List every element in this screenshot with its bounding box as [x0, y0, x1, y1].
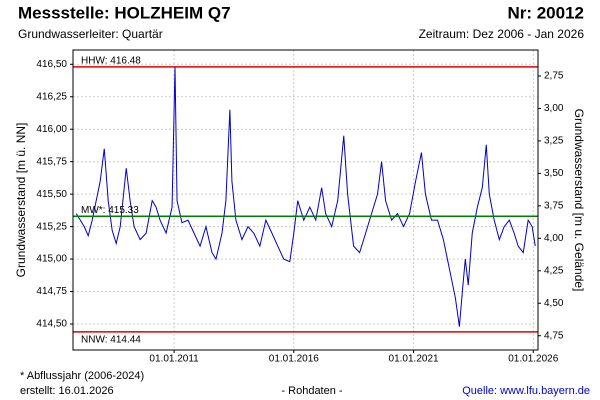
period: Zeitraum: Dez 2006 - Jan 2026: [419, 27, 585, 41]
y2-tick-label: 4,50: [544, 298, 564, 309]
data-note: - Rohdaten -: [281, 385, 342, 397]
y-tick-label: 416,25: [36, 91, 67, 102]
y-tick-label: 414,75: [36, 286, 67, 297]
station-number: Nr: 20012: [507, 3, 584, 22]
x-tick-label: 01.01.2011: [149, 354, 199, 365]
x-tick-label: 01.01.2021: [389, 354, 439, 365]
y-tick-label: 416,50: [36, 59, 67, 70]
footnote: * Abflussjahr (2006-2024): [20, 370, 144, 382]
y2-tick-label: 3,75: [544, 200, 564, 211]
y2-tick-label: 4,75: [544, 330, 564, 341]
y2-axis-label: Grundwasserstand [m u. Gelände]: [572, 109, 586, 292]
y-axis-label: Grundwasserstand [m ü. NN]: [14, 123, 28, 278]
chart-title: Messstelle: HOLZHEIM Q7: [18, 3, 231, 22]
created-date: erstellt: 16.01.2026: [20, 385, 114, 397]
reference-label: MW*: 415.33: [81, 205, 139, 216]
y-tick-label: 415,75: [36, 156, 67, 167]
plot-frame: [72, 49, 539, 351]
y2-tick-label: 3,50: [544, 168, 564, 179]
source: Quelle: www.lfu.bayern.de: [462, 385, 590, 397]
y2-tick-label: 3,25: [544, 136, 564, 147]
y-tick-label: 415,50: [36, 189, 67, 200]
y-tick-label: 414,50: [36, 319, 67, 330]
reference-label: NNW: 414.44: [81, 334, 141, 345]
series-line: [75, 66, 536, 327]
y2-tick-label: 4,25: [544, 265, 564, 276]
x-tick-label: 01.01.2026: [508, 354, 558, 365]
reference-label: HHW: 416.48: [81, 56, 141, 67]
y-tick-label: 416,00: [36, 124, 67, 135]
y2-tick-label: 4,00: [544, 233, 564, 244]
y-tick-label: 415,25: [36, 221, 67, 232]
y2-tick-label: 2,75: [544, 71, 564, 82]
y2-tick-label: 3,00: [544, 103, 564, 114]
x-tick-label: 01.01.2016: [269, 354, 319, 365]
y-tick-label: 415,00: [36, 254, 67, 265]
subtitle: Grundwasserleiter: Quartär: [18, 27, 163, 41]
